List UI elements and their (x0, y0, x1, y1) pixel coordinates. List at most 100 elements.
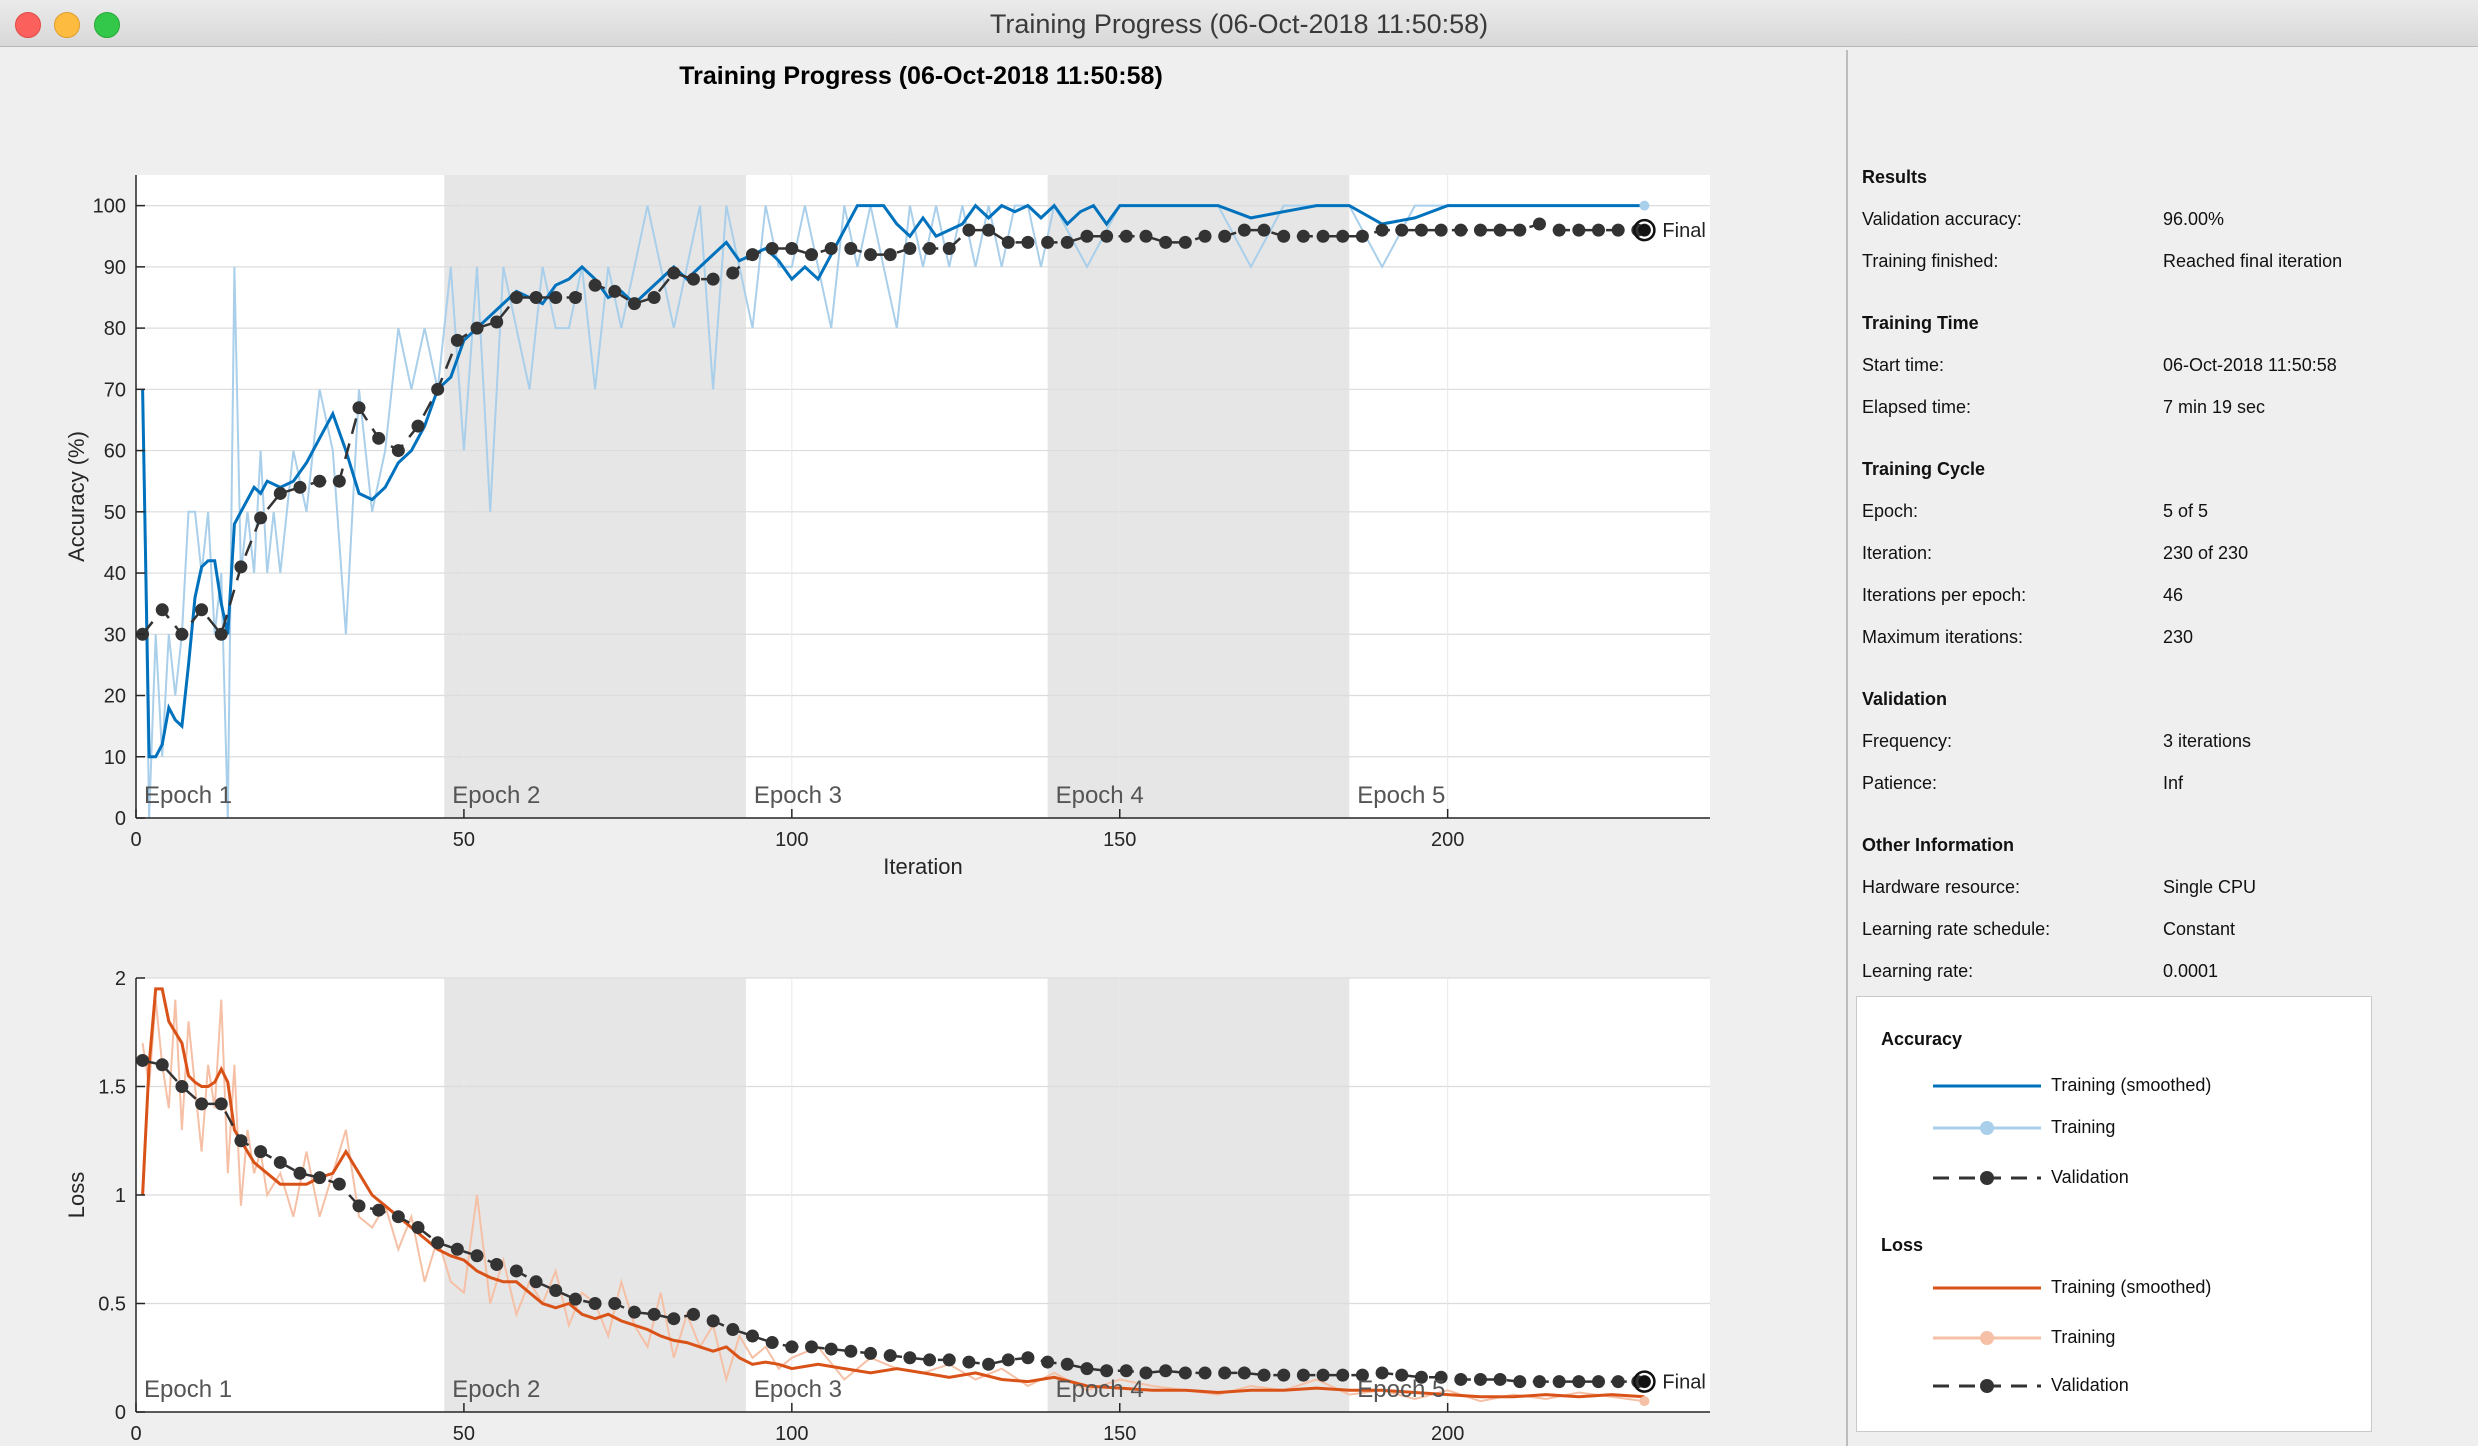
window-title: Training Progress (06-Oct-2018 11:50:58) (989, 9, 1489, 39)
info-row-value: 230 of 230 (2163, 543, 2249, 563)
validation-point (1178, 235, 1192, 249)
validation-point (1159, 235, 1173, 249)
validation-point (805, 1340, 819, 1354)
validation-point (745, 248, 759, 262)
validation-point (254, 511, 268, 525)
y-tick-label: 40 (104, 563, 126, 585)
validation-point (214, 627, 228, 641)
validation-point (608, 1297, 622, 1310)
epoch-label: Epoch 2 (452, 782, 540, 809)
validation-point (1414, 1370, 1428, 1384)
y-tick-label: 80 (104, 318, 126, 340)
info-row: Validation accuracy: 96.00% (1862, 198, 2462, 240)
validation-point (765, 1336, 779, 1350)
validation-point (195, 1097, 209, 1111)
info-row-key: Maximum iterations: (1862, 627, 2024, 647)
validation-point (1178, 1366, 1192, 1380)
minimize-window-button[interactable] (54, 12, 80, 38)
validation-point (706, 272, 720, 286)
y-tick-label: 90 (104, 257, 126, 279)
validation-point (765, 241, 779, 255)
validation-point (1218, 229, 1232, 243)
validation-point (608, 284, 622, 298)
validation-point (391, 1210, 405, 1224)
validation-point (1513, 223, 1527, 237)
validation-point (549, 1283, 563, 1297)
epoch-label: Epoch 4 (1056, 782, 1144, 809)
y-axis-label: Accuracy (%) (64, 431, 89, 562)
validation-point (824, 241, 838, 255)
info-row: Hardware resource: Single CPU (1862, 866, 2462, 908)
validation-point (1493, 223, 1507, 237)
validation-point (1454, 1372, 1468, 1386)
validation-point (844, 241, 858, 255)
validation-point (214, 1097, 228, 1111)
validation-point (1454, 223, 1468, 237)
validation-point (1021, 1351, 1035, 1365)
validation-point (1552, 1375, 1566, 1389)
validation-point (1375, 1366, 1389, 1380)
validation-point (667, 266, 681, 280)
validation-point (1552, 223, 1566, 237)
validation-point (1395, 1368, 1409, 1382)
maximize-window-button[interactable] (94, 12, 120, 38)
info-row-value: 0.0001 (2163, 961, 2219, 981)
close-window-button[interactable] (15, 12, 41, 38)
validation-point (883, 1349, 897, 1363)
x-tick-label: 200 (1431, 829, 1464, 851)
epoch-label: Epoch 1 (144, 782, 232, 809)
info-section-title: Training Cycle (1862, 459, 1986, 479)
legend-loss-training: Training (1933, 1323, 2353, 1353)
validation-point (1001, 235, 1015, 249)
validation-point (332, 1177, 346, 1191)
validation-point (1100, 229, 1114, 243)
info-row: Maximum iterations: 230 (1862, 616, 2462, 658)
y-tick-label: 70 (104, 379, 126, 401)
legend-acc-smoothed-label: Training (smoothed) (2051, 1075, 2212, 1095)
x-tick-label: 150 (1103, 1423, 1136, 1445)
validation-point (1611, 1375, 1625, 1389)
loss-plot: Final Epoch 1 Epoch 2 Epoch 3 Epoch 4 Epoch 5… (64, 968, 1710, 1445)
y-tick-label: 1 (115, 1185, 126, 1207)
validation-point (962, 223, 976, 237)
info-row: Epoch: 5 of 5 (1862, 490, 2462, 532)
info-row-value: 5 of 5 (2163, 501, 2209, 521)
y-tick-label: 20 (104, 686, 126, 708)
info-row-key: Frequency: (1862, 731, 1953, 751)
validation-point (903, 1351, 917, 1365)
legend-loss-training-label: Training (2051, 1327, 2116, 1347)
series-training-smoothed (141, 203, 1645, 759)
validation-point (568, 1292, 582, 1306)
validation-point (627, 1305, 641, 1319)
y-tick-label: 10 (104, 747, 126, 769)
info-row-value: 06-Oct-2018 11:50:58 (2163, 355, 2337, 375)
legend-loss-validation-label: Validation (2051, 1375, 2129, 1395)
validation-point (195, 603, 209, 617)
validation-point (1316, 229, 1330, 243)
legend-acc-validation-label: Validation (2051, 1167, 2129, 1187)
validation-point (273, 486, 287, 500)
validation-point (864, 248, 878, 262)
info-row-key: Learning rate: (1862, 961, 1974, 981)
info-row-key: Start time: (1862, 355, 1945, 375)
validation-point (1100, 1364, 1114, 1378)
info-row: Iterations per epoch: 46 (1862, 574, 2462, 616)
validation-point (352, 1199, 366, 1213)
validation-point (529, 1275, 543, 1289)
validation-point (549, 290, 563, 304)
validation-point (450, 1242, 464, 1256)
x-tick-label: 50 (453, 829, 475, 851)
validation-point (686, 1307, 700, 1321)
validation-point (942, 1353, 956, 1367)
validation-point (1572, 1375, 1586, 1389)
validation-point (1119, 1364, 1133, 1378)
legend-acc-smoothed: Training (smoothed) (1933, 1071, 2353, 1101)
info-row-value: Reached final iteration (2163, 251, 2343, 271)
validation-point (470, 321, 484, 335)
info-row-key: Hardware resource: (1862, 877, 2021, 897)
validation-point (1473, 1372, 1487, 1386)
validation-point (1119, 229, 1133, 243)
info-row: Elapsed time: 7 min 19 sec (1862, 386, 2462, 428)
legend-acc-validation: Validation (1933, 1163, 2353, 1193)
validation-point (175, 1080, 189, 1093)
